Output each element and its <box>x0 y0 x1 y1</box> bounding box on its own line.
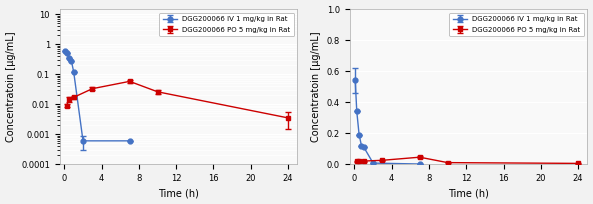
X-axis label: Time (h): Time (h) <box>448 188 489 198</box>
Y-axis label: Concentratoin [μg/mL]: Concentratoin [μg/mL] <box>311 31 321 142</box>
Y-axis label: Concentratoin [μg/mL]: Concentratoin [μg/mL] <box>5 31 15 142</box>
Legend: DGG200066 IV 1 mg/kg in Rat, DGG200066 PO 5 mg/kg in Rat: DGG200066 IV 1 mg/kg in Rat, DGG200066 P… <box>449 12 584 36</box>
X-axis label: Time (h): Time (h) <box>158 188 199 198</box>
Legend: DGG200066 IV 1 mg/kg in Rat, DGG200066 PO 5 mg/kg in Rat: DGG200066 IV 1 mg/kg in Rat, DGG200066 P… <box>160 12 294 36</box>
